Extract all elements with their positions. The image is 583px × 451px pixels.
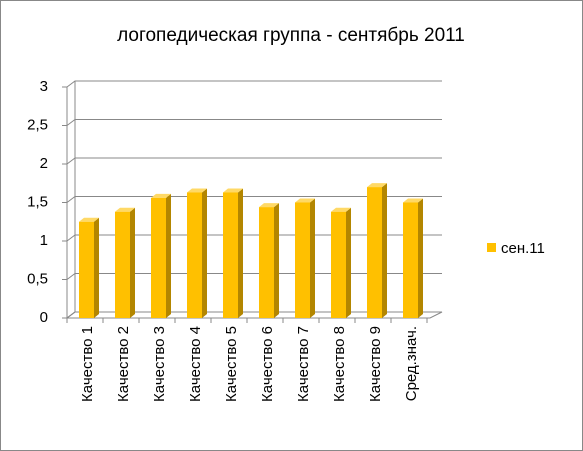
x-tick-label: Качество 3 xyxy=(151,326,168,402)
grid-line xyxy=(66,196,442,203)
x-tick-label: Качество 5 xyxy=(223,326,240,402)
x-tick-label: Качество 9 xyxy=(367,326,384,402)
grid-line xyxy=(66,80,442,88)
bar xyxy=(331,211,346,318)
bar xyxy=(187,192,202,318)
bar-top xyxy=(259,203,279,208)
chart-title: логопедическая группа - сентябрь 2011 xyxy=(117,25,465,46)
y-tick-label: 1 xyxy=(40,232,48,249)
bar-side xyxy=(202,188,207,318)
x-tick-label: Качество 1 xyxy=(79,326,96,402)
x-tick-label: Сред.знач. xyxy=(403,326,420,401)
bar-top xyxy=(79,217,99,222)
bar xyxy=(223,192,238,318)
bar-side xyxy=(166,193,171,318)
x-tick-label: Качество 8 xyxy=(331,326,348,402)
y-tick-label: 2 xyxy=(40,155,48,172)
x-tick-label: Качество 6 xyxy=(259,326,276,402)
y-tick-label: 1,5 xyxy=(27,193,48,210)
x-tick-label: Качество 7 xyxy=(295,326,312,402)
bar-top xyxy=(331,207,351,212)
x-tick-label: Качество 4 xyxy=(187,326,204,402)
y-tick-label: 2,5 xyxy=(27,116,48,133)
bar-side xyxy=(238,188,243,318)
bar-side xyxy=(346,207,351,318)
grid-line xyxy=(66,119,442,126)
bar xyxy=(295,202,310,318)
legend-swatch xyxy=(487,243,496,252)
bar-side xyxy=(94,217,99,318)
bar xyxy=(367,187,382,318)
bar-top xyxy=(223,188,243,193)
bar xyxy=(151,197,166,318)
legend-label: сен.11 xyxy=(501,240,545,257)
bar-top xyxy=(367,183,387,188)
bar xyxy=(259,207,274,318)
grid-line xyxy=(66,273,442,280)
bar-side xyxy=(418,198,423,318)
bar-top xyxy=(295,198,315,203)
grid-line xyxy=(66,234,442,242)
bar xyxy=(79,221,94,318)
bar-side xyxy=(382,183,387,318)
bar xyxy=(115,211,130,318)
bar-top xyxy=(151,193,171,198)
bar-top xyxy=(403,198,423,203)
x-tick-label: Качество 2 xyxy=(115,326,132,402)
bar-top xyxy=(187,188,207,193)
bar-top xyxy=(115,207,135,212)
bar xyxy=(403,202,418,318)
bar-side xyxy=(310,198,315,318)
grid-line xyxy=(66,157,442,165)
bar-side xyxy=(130,207,135,318)
y-tick-label: 0 xyxy=(40,309,48,326)
bar-side xyxy=(274,203,279,318)
y-tick-label: 0,5 xyxy=(27,270,48,287)
y-tick-label: 3 xyxy=(40,78,48,95)
